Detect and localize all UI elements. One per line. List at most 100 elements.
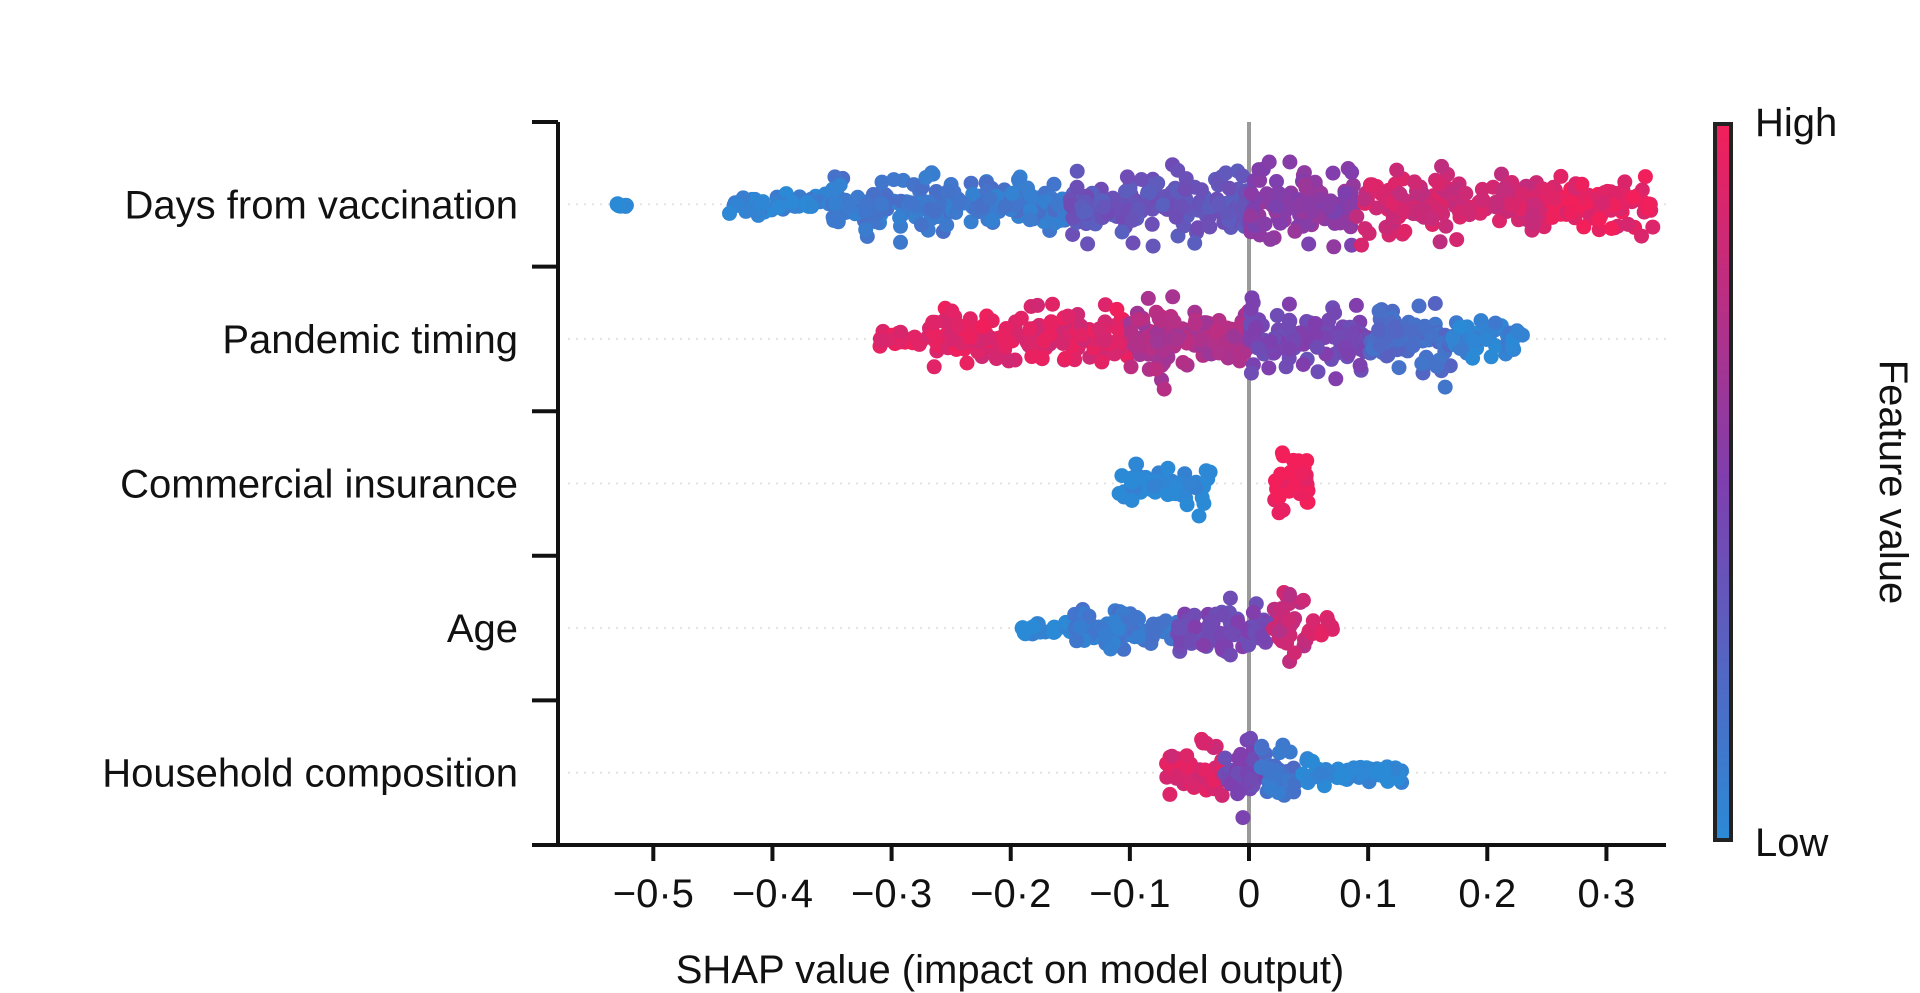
- shap-point: [1427, 296, 1443, 311]
- shap-point: [1111, 322, 1127, 338]
- shap-point: [826, 213, 842, 228]
- shap-point: [1341, 346, 1356, 362]
- shap-point: [1057, 350, 1073, 366]
- shap-point: [1294, 464, 1310, 480]
- shap-point: [1221, 180, 1237, 196]
- shap-point: [1409, 188, 1425, 204]
- shap-point: [1372, 338, 1388, 353]
- shap-point: [1603, 221, 1619, 236]
- shap-point: [1014, 620, 1031, 637]
- shap-point: [1196, 496, 1212, 511]
- x-tick-label: 0: [1238, 872, 1260, 916]
- shap-point: [984, 213, 1000, 229]
- shap-point: [1431, 176, 1447, 192]
- shap-point: [1312, 765, 1328, 781]
- shap-point: [1637, 169, 1653, 185]
- shap-point: [1591, 222, 1607, 238]
- shap-point: [1387, 319, 1403, 335]
- shap-point: [1243, 730, 1258, 746]
- shap-point: [1371, 303, 1387, 319]
- shap-point: [1411, 298, 1427, 314]
- shap-point: [609, 196, 626, 213]
- shap-point: [1177, 182, 1193, 197]
- shap-point: [1131, 629, 1146, 645]
- shap-point: [857, 203, 873, 219]
- shap-point: [1202, 219, 1218, 235]
- shap-point: [940, 184, 956, 200]
- shap-point: [1547, 191, 1562, 207]
- shap-point: [1091, 321, 1107, 337]
- shap-point: [1281, 318, 1296, 334]
- shap-point: [873, 333, 889, 348]
- shap-point: [1170, 162, 1186, 178]
- shap-point: [1320, 200, 1336, 215]
- shap-point: [1155, 197, 1171, 213]
- shap-point: [1034, 350, 1050, 366]
- shap-point: [1169, 331, 1185, 347]
- shap-point: [1309, 339, 1325, 355]
- shap-point: [1111, 486, 1127, 501]
- shap-point: [1065, 227, 1081, 242]
- shap-point: [1069, 179, 1085, 195]
- shap-point: [1125, 235, 1141, 251]
- shap-point: [1362, 177, 1378, 193]
- shap-point: [1259, 186, 1275, 202]
- shap-point: [1625, 189, 1641, 205]
- shap-point: [1262, 231, 1278, 247]
- x-tick-label: −0·4: [732, 872, 813, 916]
- shap-point: [1320, 614, 1336, 630]
- shap-point: [1166, 314, 1182, 329]
- colorbar: High Low Feature value: [1713, 101, 1915, 865]
- shap-point: [1219, 205, 1235, 221]
- shap-point: [1241, 637, 1257, 653]
- shap-point: [1273, 466, 1289, 482]
- shap-point: [1576, 219, 1592, 235]
- shap-point: [1505, 198, 1521, 214]
- shap-point: [1223, 625, 1239, 641]
- shap-point: [1148, 361, 1164, 377]
- shap-point: [926, 359, 942, 375]
- shap-point: [1013, 310, 1029, 326]
- shap-point: [1114, 224, 1130, 240]
- shap-point: [1222, 590, 1238, 606]
- shap-point: [1271, 185, 1287, 201]
- shap-point: [1072, 619, 1088, 635]
- shap-point: [1487, 315, 1503, 331]
- shap-point: [1494, 166, 1509, 182]
- shap-point: [1432, 234, 1448, 250]
- shap-point: [893, 324, 909, 340]
- x-axis-label: SHAP value (impact on model output): [676, 948, 1345, 992]
- shap-point: [1414, 356, 1430, 371]
- shap-point: [1023, 188, 1039, 204]
- feature-label: Pandemic timing: [222, 318, 518, 362]
- shap-point: [1218, 165, 1234, 181]
- shap-point: [1243, 365, 1259, 381]
- shap-point: [959, 355, 975, 371]
- shap-point: [1371, 322, 1387, 338]
- shap-point: [982, 191, 998, 206]
- shap-point: [1060, 308, 1076, 324]
- shap-point: [1196, 637, 1212, 653]
- shap-point: [1160, 460, 1176, 476]
- shap-point: [1473, 313, 1489, 329]
- shap-point: [1295, 592, 1311, 608]
- shap-point: [1129, 456, 1145, 472]
- shap-point: [1281, 296, 1297, 312]
- shap-point: [1263, 781, 1279, 797]
- shap-point: [963, 214, 979, 230]
- shap-point: [1187, 619, 1203, 635]
- shap-point: [1180, 475, 1196, 491]
- axes: −0·5 −0·4 −0·3 −0·2 −0·1 0 0·1 0·2 0·3: [532, 120, 1666, 916]
- shap-point: [1134, 172, 1149, 187]
- shap-point: [1123, 359, 1139, 375]
- shap-point: [927, 204, 943, 220]
- shap-point: [1004, 185, 1020, 201]
- shap-point: [1445, 331, 1461, 346]
- shap-point: [1269, 174, 1284, 189]
- shap-point: [1243, 771, 1259, 787]
- shap-point: [1301, 236, 1317, 252]
- x-tick-label: −0·3: [851, 872, 932, 916]
- colorbar-gradient: [1713, 122, 1733, 842]
- shap-point: [950, 318, 966, 334]
- shap-point: [1395, 202, 1411, 218]
